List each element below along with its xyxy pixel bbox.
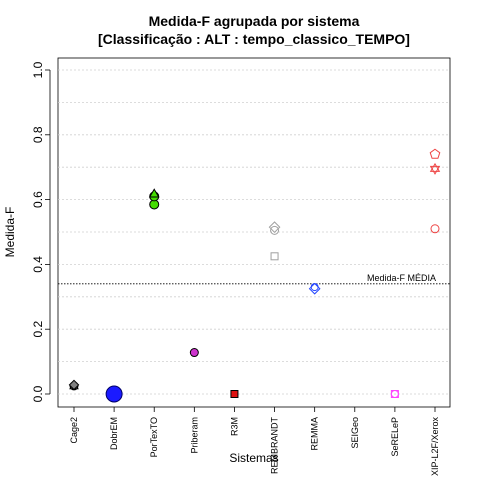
data-point-circle [270, 225, 280, 235]
data-point-circle [430, 224, 440, 234]
data-point-triangle [148, 188, 160, 198]
y-tick-label: 0.8 [31, 126, 45, 143]
y-axis: 0.0 0.2 0.4 0.6 0.8 1.0 [31, 61, 51, 402]
data-point-diamond [68, 379, 80, 391]
y-axis-label: Medida-F [3, 207, 17, 258]
x-tick-label: REMBRANDT [270, 417, 280, 475]
chart-title-line1: Medida-F agrupada por sistema [149, 13, 360, 29]
data-point-circle [189, 348, 199, 358]
data-point-diamond [268, 221, 281, 234]
x-tick-label: XIP-L2F/Xerox [430, 417, 440, 477]
data-point-square [270, 252, 279, 261]
y-tick-label: 0.6 [31, 191, 45, 208]
x-axis-label: Sistemas [229, 451, 278, 465]
plot-frame [57, 57, 451, 408]
x-tick-label: Priberam [189, 417, 199, 454]
y-tick-label: 0.4 [31, 256, 45, 273]
data-point-pentagon [429, 148, 441, 159]
x-tick-label: Cage2 [69, 417, 79, 444]
data-point-square [230, 390, 239, 398]
reference-line-label: Medida-F MÉDIA [367, 273, 436, 283]
data-point-star [429, 162, 441, 172]
data-point-circle [310, 283, 319, 292]
y-tick-label: 0.0 [31, 385, 45, 402]
x-tick-label: SeRELeP [390, 417, 400, 457]
grid-layer [58, 69, 450, 395]
reference-line-group: Medida-F MÉDIA [58, 273, 450, 285]
y-tick-label: 1.0 [31, 61, 45, 78]
data-point-circle [105, 385, 123, 403]
data-point-star [429, 165, 441, 175]
x-tick-label: SEIGeo [350, 417, 360, 449]
y-tick-label: 0.2 [31, 321, 45, 338]
chart-title-line2: [Classificação : ALT : tempo_classico_TE… [98, 31, 410, 47]
x-axis: Cage2 DobrEM PorTexTO Priberam R3M REMBRANDT R… [69, 407, 440, 476]
x-tick-label: DobrEM [109, 417, 119, 450]
x-tick-label: R3M [229, 417, 239, 436]
points-layer [68, 148, 441, 403]
x-tick-label: REMMA [310, 417, 320, 451]
data-point-circle [390, 390, 399, 398]
x-tick-label: PorTexTO [149, 417, 159, 457]
